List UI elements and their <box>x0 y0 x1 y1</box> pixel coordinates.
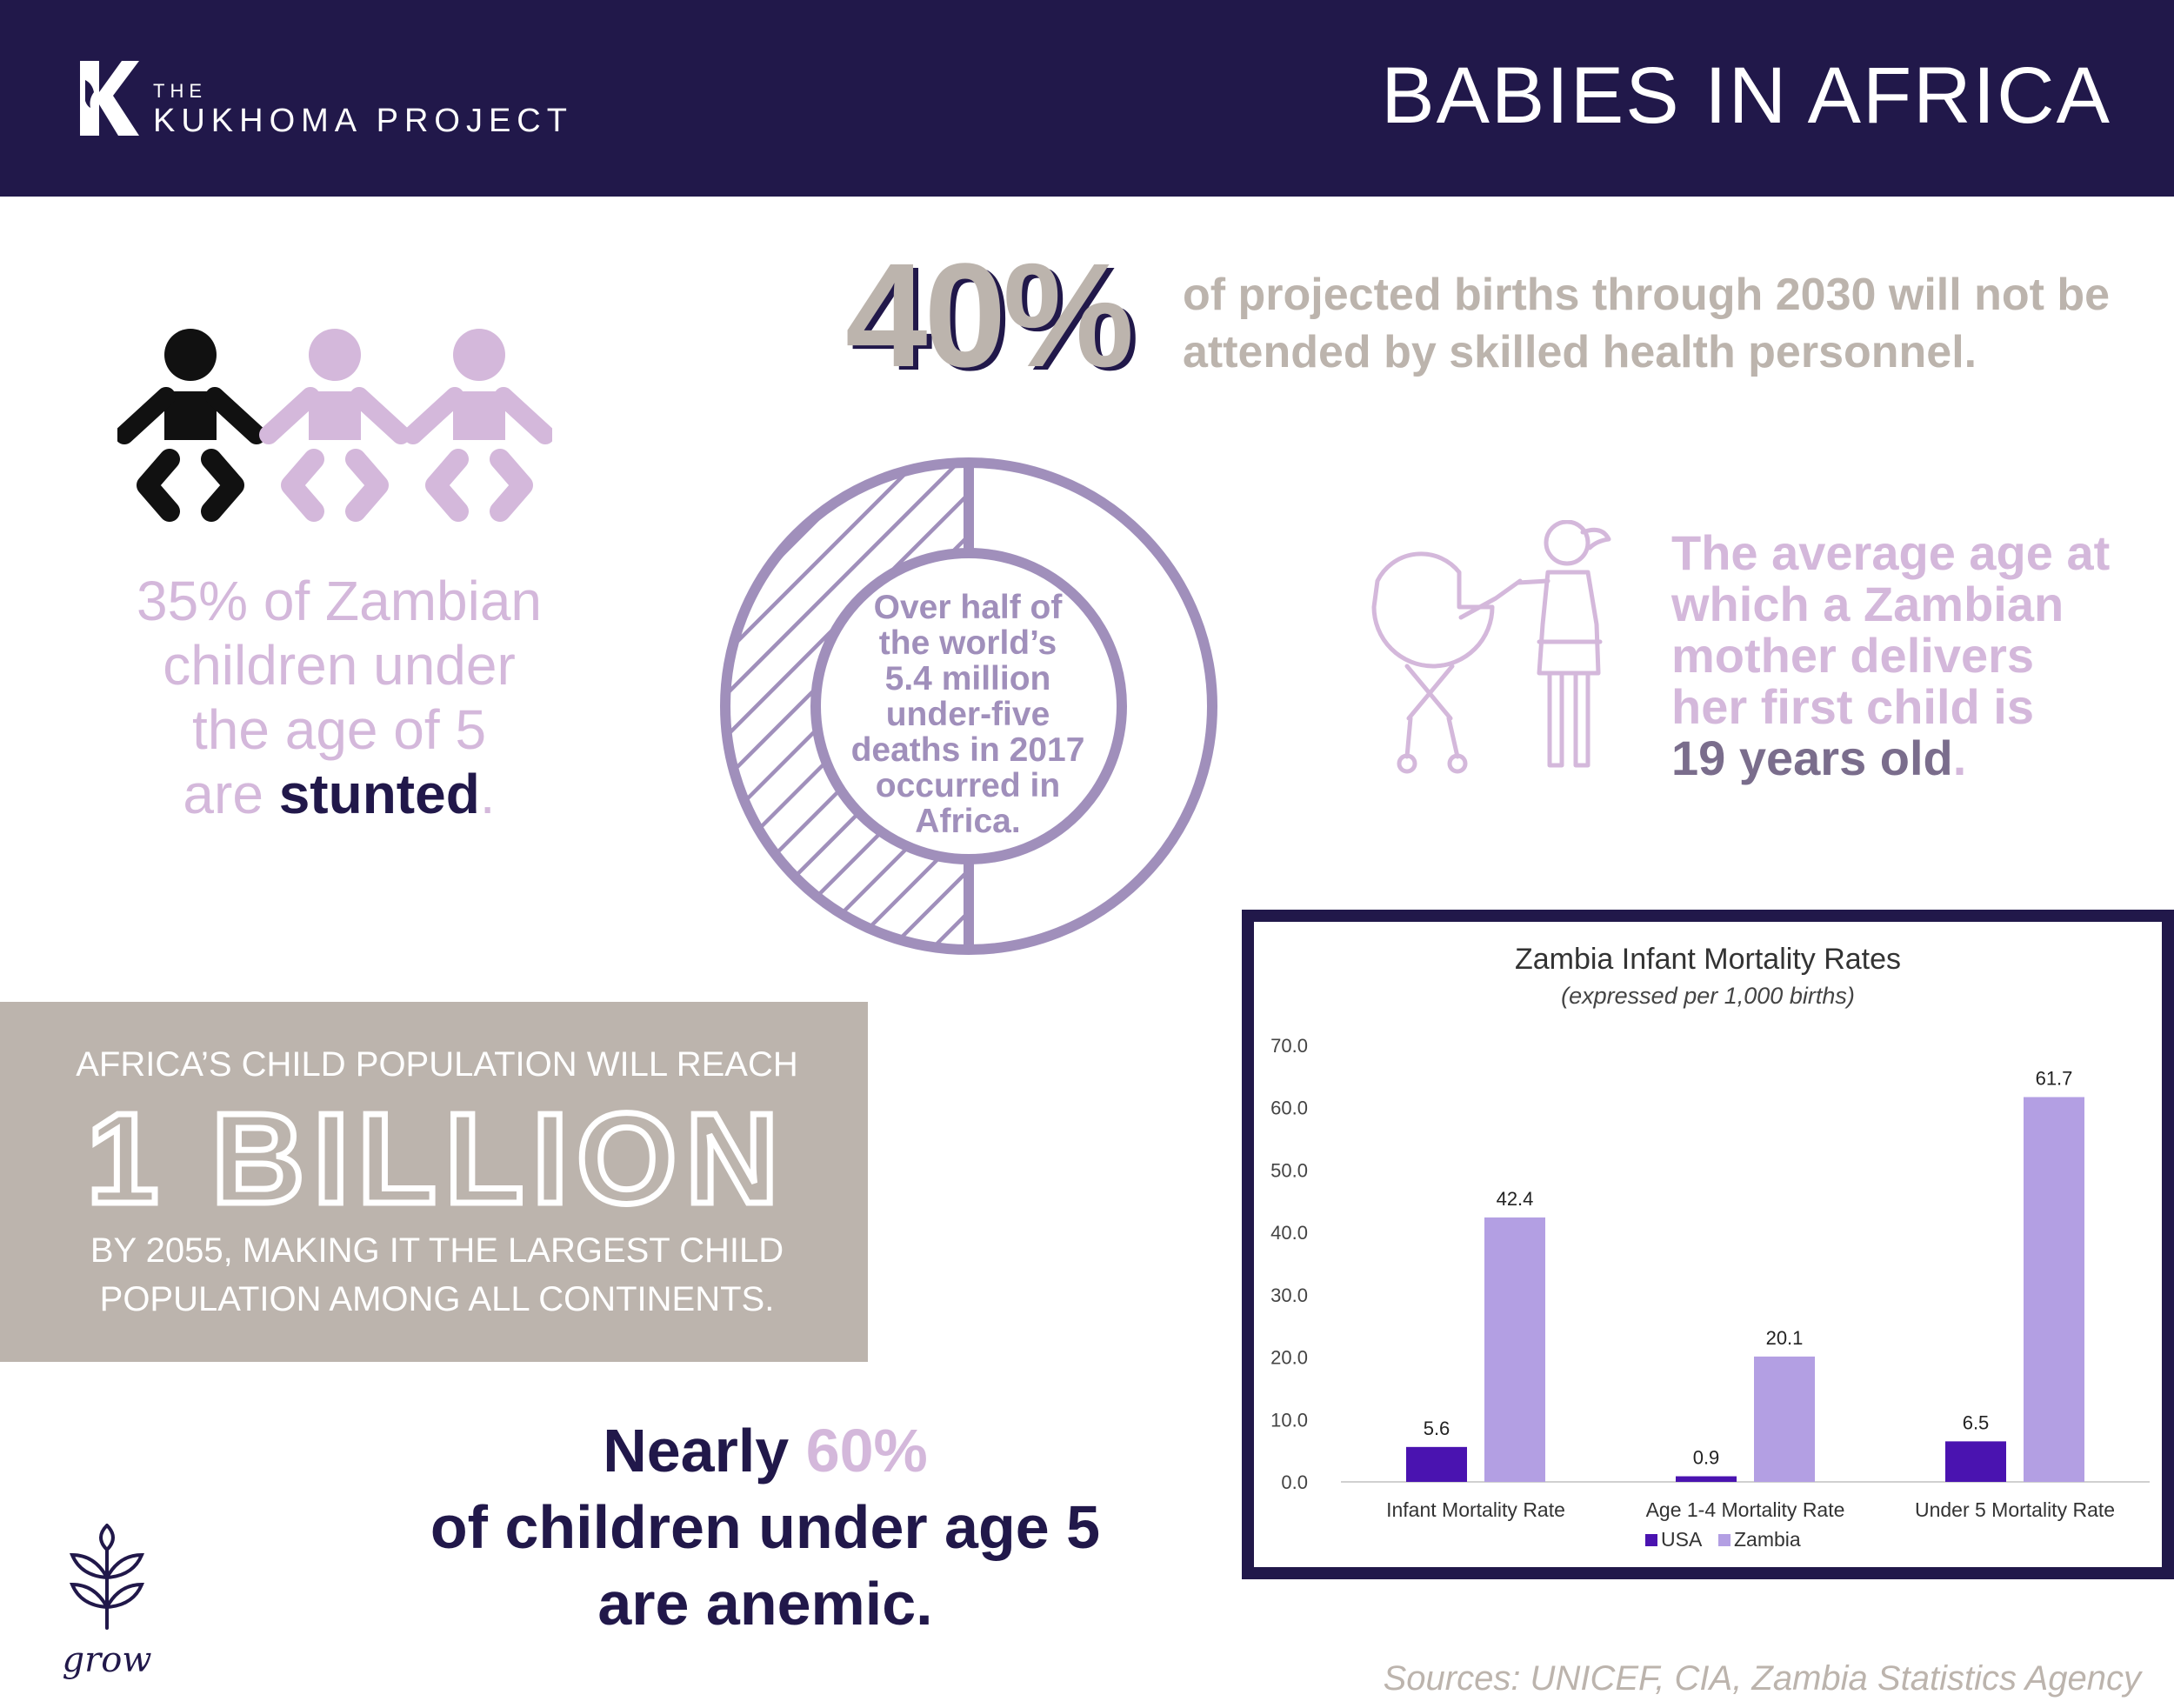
deaths-line: deaths in 2017 <box>850 731 1085 769</box>
mother-age-stat: The average age at which a Zambian mothe… <box>1671 527 2158 784</box>
anemic-percent: 60% <box>805 1417 928 1484</box>
population-line3b: POPULATION AMONG ALL CONTINENTS. <box>99 1280 775 1318</box>
x-category-label: Under 5 Mortality Rate <box>1915 1498 2115 1521</box>
grow-plant-logo-icon: grow <box>62 1524 152 1680</box>
mother-line2: which a Zambian <box>1671 577 2064 631</box>
stunted-line3: the age of 5 <box>191 698 487 761</box>
logo-name-text: KUKHOMA PROJECT <box>153 103 573 139</box>
mother-age-emphasis: 19 years old <box>1671 731 1953 785</box>
deaths-line: the world’s <box>878 624 1057 662</box>
stunted-line1: 35% of Zambian <box>136 570 543 632</box>
mother-line4: her first child is <box>1671 679 2034 734</box>
anemic-line3: are anemic. <box>597 1570 933 1638</box>
stunted-stat: 35% of Zambian children under the age of… <box>78 569 600 826</box>
bar-value-label: 61.7 <box>2036 1068 2073 1090</box>
logo-the-text: THE <box>153 80 207 102</box>
legend-label-usa: USA <box>1661 1528 1703 1551</box>
bar-zambia <box>1484 1217 1545 1482</box>
bar-zambia <box>1754 1356 1815 1482</box>
y-tick-label: 30.0 <box>1270 1284 1308 1306</box>
x-category-label: Infant Mortality Rate <box>1386 1498 1565 1521</box>
births-description: of projected births through 2030 will no… <box>1183 270 2111 377</box>
stunted-period: . <box>479 763 496 825</box>
x-category-label: Age 1-4 Mortality Rate <box>1646 1498 1845 1521</box>
mortality-chart: Zambia Infant Mortality Rates (expressed… <box>1242 910 2174 1579</box>
mother-stroller-icon <box>1371 520 1611 774</box>
kukhoma-k-logo-icon <box>80 61 139 136</box>
deaths-donut-chart <box>720 457 1217 955</box>
population-line3: BY 2055, MAKING IT THE LARGEST CHILD POP… <box>0 1226 874 1324</box>
header-bar: THE KUKHOMA PROJECT BABIES IN AFRICA <box>0 0 2174 197</box>
babies-icon-group <box>117 329 552 522</box>
bar-value-label: 42.4 <box>1497 1188 1534 1210</box>
anemic-line2: of children under age 5 <box>430 1493 1101 1561</box>
y-tick-label: 50.0 <box>1270 1159 1308 1181</box>
deaths-line: occurred in <box>875 767 1061 804</box>
baby-icon <box>403 329 552 522</box>
legend-swatch-usa <box>1645 1534 1657 1546</box>
grow-text: grow <box>62 1640 151 1680</box>
y-tick-label: 10.0 <box>1270 1409 1308 1431</box>
y-tick-label: 40.0 <box>1270 1222 1308 1244</box>
chart-subtitle: (expressed per 1,000 births) <box>1561 983 1855 1009</box>
deaths-line: Over half of <box>873 589 1063 626</box>
population-line1: AFRICA’S CHILD POPULATION WILL REACH <box>76 1045 798 1084</box>
bar-usa <box>1945 1441 2006 1482</box>
sources-text: Sources: UNICEF, CIA, Zambia Statistics … <box>1383 1659 2141 1698</box>
y-tick-label: 60.0 <box>1270 1098 1308 1119</box>
deaths-line: under-five <box>885 696 1050 733</box>
stunted-line4: are stunted. <box>78 762 600 826</box>
chart-title: Zambia Infant Mortality Rates <box>1514 943 1902 976</box>
births-percent: 40% <box>845 233 1134 398</box>
population-stat-box: AFRICA’S CHILD POPULATION WILL REACH 1 B… <box>0 1002 868 1362</box>
population-big-number: 1 BILLION <box>83 1085 788 1233</box>
page-title: BABIES IN AFRICA <box>1381 51 2111 140</box>
baby-icon <box>117 329 266 522</box>
donut-hatched-half <box>725 463 969 950</box>
mother-period: . <box>1952 731 1967 785</box>
stunted-line2: children under <box>163 634 516 697</box>
anemic-line1: Nearly 60% <box>383 1412 1148 1489</box>
bar-usa <box>1406 1446 1467 1482</box>
population-line3a: BY 2055, MAKING IT THE LARGEST CHILD <box>90 1231 784 1270</box>
y-tick-label: 20.0 <box>1270 1347 1308 1369</box>
stunted-emphasis: stunted <box>278 763 480 825</box>
mother-line1: The average age at <box>1671 525 2111 580</box>
deaths-stat-text: Over half of the world’s 5.4 million und… <box>833 590 1103 839</box>
bar-value-label: 6.5 <box>1963 1411 1990 1433</box>
stunted-are: are <box>183 763 279 825</box>
y-tick-label: 70.0 <box>1270 1035 1308 1057</box>
mother-line3: mother delivers <box>1671 628 2035 683</box>
deaths-line: Africa. <box>915 803 1021 840</box>
baby-icon <box>259 329 410 522</box>
anemic-lead: Nearly <box>603 1417 806 1484</box>
bar-usa <box>1676 1476 1737 1482</box>
legend-swatch-zambia <box>1718 1534 1731 1546</box>
mother-line5: 19 years old. <box>1671 732 2158 784</box>
bar-zambia <box>2024 1097 2084 1482</box>
bar-value-label: 0.9 <box>1693 1447 1720 1469</box>
bar-value-label: 20.1 <box>1766 1327 1804 1349</box>
anemic-stat: Nearly 60% of children under age 5 are a… <box>383 1412 1148 1642</box>
bar-value-label: 5.6 <box>1424 1418 1450 1439</box>
legend-label-zambia: Zambia <box>1734 1528 1801 1551</box>
y-tick-label: 0.0 <box>1281 1471 1308 1493</box>
chart-plot: 0.0 10.0 20.0 30.0 40.0 50.0 60.0 70.0 5.6 42.4 In… <box>1270 1035 2150 1551</box>
deaths-line: 5.4 million <box>884 660 1051 697</box>
